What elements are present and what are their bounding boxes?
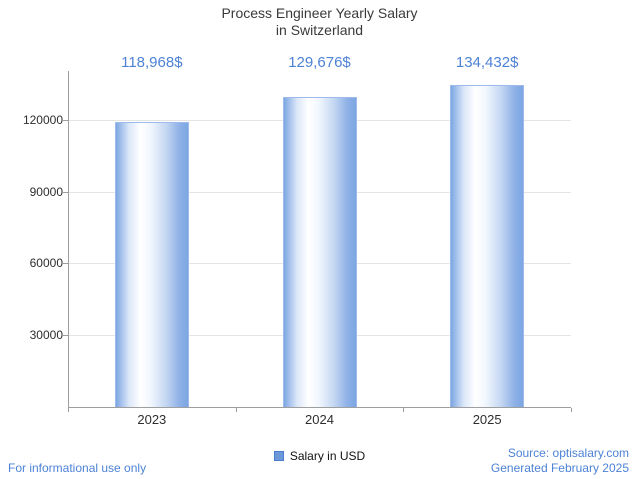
y-axis-tick-label: 90000 bbox=[29, 184, 63, 199]
legend: Salary in USD bbox=[0, 449, 639, 463]
footer-source: Source: optisalary.com bbox=[507, 446, 629, 460]
y-axis-tick-mark bbox=[63, 263, 68, 265]
x-axis-category-label: 2025 bbox=[472, 412, 502, 427]
y-axis-tick-label: 120000 bbox=[22, 112, 63, 127]
footer-disclaimer: For informational use only bbox=[8, 461, 147, 475]
bar-2023 bbox=[114, 122, 189, 407]
y-axis-tick-label: 60000 bbox=[29, 256, 63, 271]
bar-value-label: 129,676$ bbox=[288, 54, 351, 71]
bar-value-label: 134,432$ bbox=[455, 54, 519, 71]
y-axis-tick-mark bbox=[63, 335, 68, 337]
bar-2025 bbox=[450, 85, 525, 407]
x-axis-line bbox=[68, 407, 571, 408]
y-axis-line bbox=[68, 71, 69, 408]
x-axis-tick-mark bbox=[68, 408, 69, 412]
x-axis-category-label: 2024 bbox=[305, 412, 334, 427]
chart-title: Process Engineer Yearly Salary in Switze… bbox=[0, 5, 639, 39]
x-axis-tick-mark bbox=[571, 408, 572, 412]
y-axis-tick-label: 30000 bbox=[29, 328, 63, 343]
x-axis-tick-mark bbox=[403, 408, 405, 412]
y-axis-tick-mark bbox=[63, 191, 68, 193]
y-axis-tick-mark bbox=[63, 119, 68, 121]
chart-title-line1: Process Engineer Yearly Salary bbox=[221, 5, 418, 21]
chart-title-line2: in Switzerland bbox=[275, 22, 364, 38]
footer-generated: Generated February 2025 bbox=[490, 461, 629, 475]
legend-swatch-icon bbox=[273, 451, 284, 461]
legend-label: Salary in USD bbox=[289, 449, 366, 463]
x-axis-category-label: 2023 bbox=[137, 412, 167, 427]
bar-2024 bbox=[282, 96, 357, 407]
x-axis-tick-mark bbox=[235, 408, 237, 412]
footer-source-block: Source: optisalary.com Generated Februar… bbox=[491, 446, 629, 476]
bar-value-label: 118,968$ bbox=[121, 54, 183, 71]
